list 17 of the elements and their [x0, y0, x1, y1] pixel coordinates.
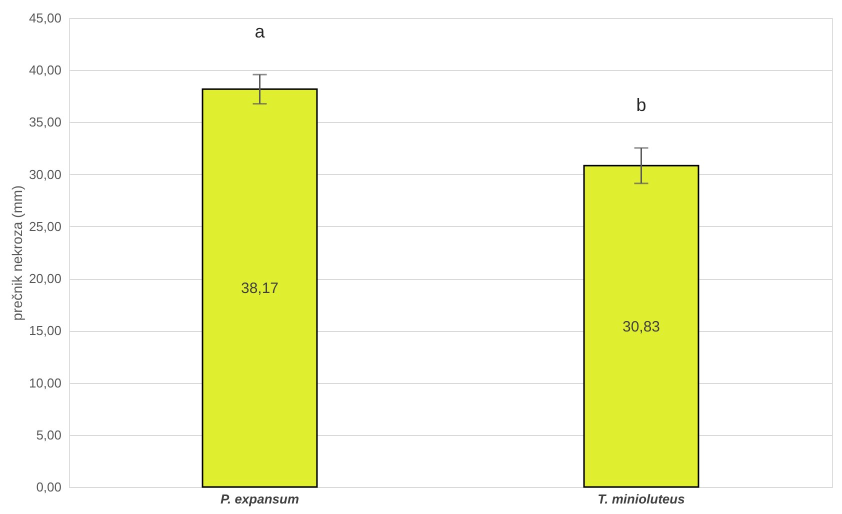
y-tick-label: 15,00 [28, 323, 62, 338]
y-tick-label: 5,00 [36, 427, 62, 442]
y-tick-label: 0,00 [36, 480, 62, 494]
y-tick-label: 20,00 [28, 271, 62, 286]
data-label: 38,17 [240, 280, 279, 298]
y-tick-label: 30,00 [28, 166, 62, 182]
y-tick-label: 45,00 [28, 10, 62, 26]
x-tick-label: P. expansum [220, 492, 300, 506]
y-axis-title: prečnik nekroza (mm) [8, 185, 25, 321]
y-tick-label: 35,00 [28, 114, 62, 130]
x-tick-label: T. minioluteus [598, 492, 685, 506]
data-label: 30,83 [622, 318, 660, 336]
y-tick-label: 40,00 [28, 62, 62, 78]
annotation: b [636, 94, 646, 115]
y-tick-label: 10,00 [28, 375, 62, 390]
annotation: a [254, 22, 266, 42]
y-tick-label: 25,00 [28, 218, 62, 234]
